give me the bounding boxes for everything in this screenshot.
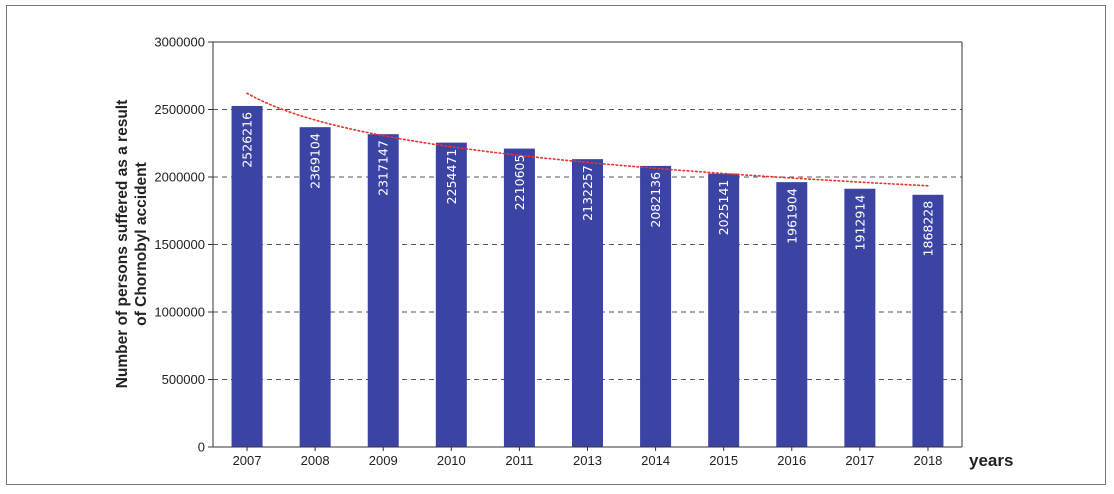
bar-data-label: 2132257 [580, 165, 595, 221]
bar-chart: 0 500000 1000000 1500000 2000000 2500000 30000… [114, 35, 1013, 471]
bar-data-label: 1868228 [920, 201, 935, 257]
bar [503, 148, 535, 447]
x-tick-label: 2013 [573, 453, 602, 468]
bar-data-label: 1912914 [852, 195, 867, 251]
bar-data-label: 2210605 [512, 155, 527, 211]
bar [776, 182, 808, 448]
x-tick-label: 2017 [845, 453, 874, 468]
bar [640, 165, 672, 448]
y-tick-label: 0 [198, 440, 205, 455]
axes [208, 41, 963, 451]
bar-data-label: 2317147 [376, 140, 391, 196]
bar-data-label: 1961904 [784, 188, 799, 244]
bar [435, 142, 467, 447]
y-tick-label: 2500000 [154, 102, 205, 117]
bar-data-label: 2025141 [716, 180, 731, 236]
trendline-group [246, 92, 929, 187]
bar [231, 105, 263, 447]
y-tick-label: 3000000 [154, 35, 205, 50]
bar-data-label: 2369104 [308, 133, 323, 189]
trendline [246, 92, 929, 187]
bar-data-label: 2082136 [648, 172, 663, 228]
x-tick-label: 2016 [777, 453, 806, 468]
chart-frame: 0 500000 1000000 1500000 2000000 2500000 30000… [6, 5, 1106, 485]
x-tick-label: 2007 [233, 453, 262, 468]
y-axis-title-line: of Chornobyl accident [133, 162, 150, 326]
y-tick-label: 1000000 [154, 305, 205, 320]
bar [367, 134, 399, 447]
bar [572, 159, 603, 447]
bar [708, 173, 740, 448]
y-tick-label: 1500000 [154, 237, 205, 252]
bar [299, 127, 331, 447]
x-tick-label: 2014 [641, 453, 670, 468]
y-tick-label: 2000000 [154, 170, 205, 185]
bar-data-label: 2254471 [444, 149, 459, 205]
x-tick-label: 2010 [437, 453, 466, 468]
x-tick-label: 2011 [505, 453, 533, 468]
x-tick-label: 2015 [709, 453, 738, 468]
bar [844, 188, 876, 448]
y-tick-label: 500000 [162, 372, 205, 387]
x-tick-label: 2009 [369, 453, 398, 468]
y-axis-title-line: Number of persons suffered as a result [114, 100, 131, 389]
bar [912, 194, 944, 447]
x-tick-label: 2008 [301, 453, 330, 468]
bar-data-label: 2526216 [240, 112, 255, 168]
labels: 0 500000 1000000 1500000 2000000 2500000 30000… [114, 35, 1013, 471]
x-tick-label: 2018 [913, 453, 942, 468]
gridlines [213, 109, 962, 380]
y-axis-title: Number of persons suffered as a result of… [114, 100, 150, 389]
bars [231, 105, 944, 448]
x-axis-title: years [969, 451, 1013, 470]
